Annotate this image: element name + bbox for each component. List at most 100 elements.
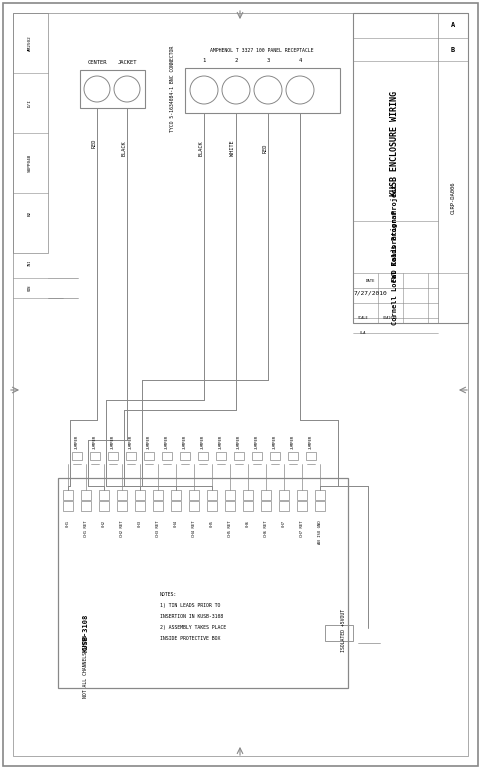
Text: JUMPER: JUMPER	[290, 435, 294, 449]
Bar	[99, 490, 109, 500]
Text: CH6: CH6	[245, 520, 250, 527]
Text: JUMPER: JUMPER	[75, 435, 79, 449]
Bar	[153, 501, 163, 511]
Bar	[278, 490, 288, 500]
Text: RED: RED	[91, 138, 96, 148]
Text: CH7 RET: CH7 RET	[300, 520, 303, 537]
Text: CLA: CLA	[359, 331, 365, 335]
Bar	[206, 490, 216, 500]
Text: JUMPER: JUMPER	[218, 435, 223, 449]
Bar	[261, 490, 270, 500]
Text: JUMPER: JUMPER	[273, 435, 276, 449]
Text: INSIDE PROTECTIVE BOX: INSIDE PROTECTIVE BOX	[160, 637, 220, 641]
Text: KUSB-3108: KUSB-3108	[83, 614, 89, 652]
Bar	[117, 501, 127, 511]
Bar	[278, 501, 288, 511]
Bar	[135, 501, 144, 511]
Bar	[171, 501, 180, 511]
Bar	[314, 501, 324, 511]
Bar	[80, 70, 144, 108]
Text: SUPP048: SUPP048	[28, 154, 32, 172]
Bar	[189, 490, 199, 500]
Text: B: B	[450, 47, 454, 53]
Text: JUMPER: JUMPER	[201, 435, 204, 449]
Bar	[135, 490, 144, 500]
Text: D/I: D/I	[28, 99, 32, 107]
Text: TYCO 5-1634084-1 BNC CONNECTOR: TYCO 5-1634084-1 BNC CONNECTOR	[170, 46, 175, 132]
Bar	[216, 452, 226, 460]
Text: CDA2645: CDA2645	[382, 316, 396, 320]
Text: SCALE: SCALE	[357, 316, 368, 320]
Text: 1: 1	[202, 58, 205, 62]
Bar	[144, 452, 154, 460]
Text: CH3 RET: CH3 RET	[156, 520, 160, 537]
Bar	[171, 490, 180, 500]
Bar	[13, 13, 48, 253]
Text: 3: 3	[266, 58, 269, 62]
Text: 4: 4	[298, 58, 301, 62]
Text: CH6 RET: CH6 RET	[264, 520, 267, 537]
Text: KUSB ENCLOSURE WIRING: KUSB ENCLOSURE WIRING	[390, 91, 399, 195]
Bar	[99, 501, 109, 511]
Bar	[225, 490, 235, 500]
Text: VIN: VIN	[28, 285, 32, 291]
Text: CH4 RET: CH4 RET	[192, 520, 195, 537]
Text: INSERTION IN KUSB-3108: INSERTION IN KUSB-3108	[160, 614, 223, 620]
Text: JUMPER: JUMPER	[165, 435, 168, 449]
Bar	[296, 490, 306, 500]
Text: 2: 2	[234, 58, 237, 62]
Text: AM2502: AM2502	[28, 35, 32, 51]
Bar	[81, 490, 91, 500]
Bar	[63, 501, 73, 511]
Text: JUMPER: JUMPER	[147, 435, 151, 449]
Text: CENTER: CENTER	[87, 61, 107, 65]
Text: 2) ASSEMBLY TAKES PLACE: 2) ASSEMBLY TAKES PLACE	[160, 625, 226, 631]
Text: 1) TIN LEADS PRIOR TO: 1) TIN LEADS PRIOR TO	[160, 604, 220, 608]
Text: BLACK: BLACK	[198, 140, 203, 156]
Text: NOTES:: NOTES:	[160, 592, 177, 598]
Text: JUMPER: JUMPER	[182, 435, 187, 449]
Text: JACKET: JACKET	[117, 61, 136, 65]
Bar	[108, 452, 118, 460]
Bar	[314, 490, 324, 500]
Bar	[72, 452, 82, 460]
Text: 7/27/2010: 7/27/2010	[353, 291, 387, 295]
Bar	[58, 478, 347, 688]
Bar	[81, 501, 91, 511]
Text: CH3: CH3	[138, 520, 142, 527]
Bar	[288, 452, 298, 460]
Text: JUMPER: JUMPER	[93, 435, 97, 449]
Text: JUMPER: JUMPER	[254, 435, 258, 449]
Bar	[153, 490, 163, 500]
Bar	[252, 452, 262, 460]
Text: AN ISO GND: AN ISO GND	[317, 520, 321, 544]
Text: AMPHENOL T 3327 100 PANEL RECEPTACLE: AMPHENOL T 3327 100 PANEL RECEPTACLE	[210, 48, 313, 52]
Text: BLACK: BLACK	[121, 140, 126, 156]
Text: RED: RED	[262, 143, 267, 153]
Bar	[242, 490, 252, 500]
Bar	[233, 452, 243, 460]
Text: CH5 RET: CH5 RET	[228, 520, 231, 537]
Text: CH1 RET: CH1 RET	[84, 520, 88, 537]
Bar	[117, 490, 127, 500]
Text: CLRP-DA006: CLRP-DA006	[450, 181, 455, 215]
Bar	[126, 452, 136, 460]
Text: CH2 RET: CH2 RET	[120, 520, 124, 537]
Text: B2: B2	[28, 211, 32, 215]
Bar	[90, 452, 100, 460]
Text: CH7: CH7	[281, 520, 286, 527]
Text: Cornell Local Roads Program: Cornell Local Roads Program	[391, 211, 397, 325]
Bar	[189, 501, 199, 511]
Bar	[63, 490, 73, 500]
Text: CH4: CH4	[174, 520, 178, 527]
Text: NOT ALL CHANNELS SHOWN: NOT ALL CHANNELS SHOWN	[84, 634, 88, 697]
Bar	[225, 501, 235, 511]
Text: ISOLATED +5VOUT: ISOLATED +5VOUT	[341, 608, 346, 651]
Text: DATE: DATE	[365, 279, 375, 283]
Text: JUMPER: JUMPER	[308, 435, 312, 449]
Bar	[352, 13, 467, 323]
Bar	[185, 68, 339, 113]
Text: CH5: CH5	[210, 520, 214, 527]
Bar	[198, 452, 207, 460]
Bar	[324, 625, 352, 641]
